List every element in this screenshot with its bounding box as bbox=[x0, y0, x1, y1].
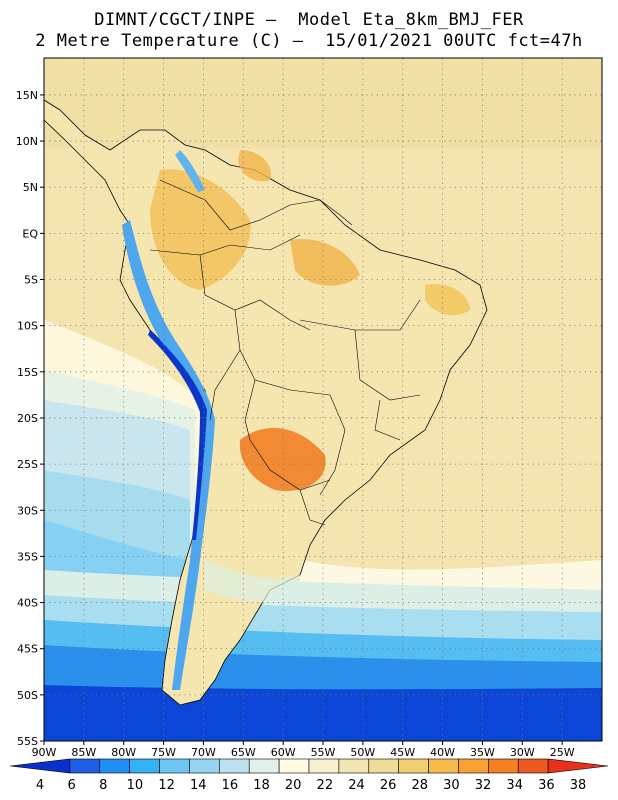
patagonia-cool-strip bbox=[205, 560, 300, 602]
warm-region-northeast bbox=[425, 284, 470, 316]
lat-tick-label: 10N bbox=[16, 135, 38, 148]
colorbar-swatch bbox=[219, 758, 250, 774]
colorbar-swatch bbox=[547, 758, 609, 774]
longitude-axis: 90W 85W 80W 75W 70W 65W 60W 55W 50W 45W 40W 35W 30W 2… bbox=[32, 741, 575, 759]
colorbar-swatch bbox=[99, 758, 130, 774]
colorbar-label: 24 bbox=[348, 778, 365, 793]
colorbar-label: 16 bbox=[222, 778, 239, 793]
lon-tick-label: 35W bbox=[470, 746, 495, 759]
latitude-axis: 15N 10N 5N EQ 5S 10S 15S 20S 25S 30S 35S 40S 45S 50S 5… bbox=[16, 89, 44, 748]
colorbar-label: 12 bbox=[158, 778, 175, 793]
lon-tick-label: 55W bbox=[311, 746, 336, 759]
andes-coldest-core bbox=[148, 330, 207, 540]
colorbar-label: 20 bbox=[285, 778, 302, 793]
colorbar-swatch bbox=[69, 758, 101, 774]
lat-tick-label: 45S bbox=[17, 643, 38, 656]
colorbar-label: 22 bbox=[317, 778, 334, 793]
andes-cold-ridge bbox=[122, 220, 215, 690]
colorbar-label: 36 bbox=[538, 778, 555, 793]
colorbar-swatch bbox=[458, 758, 489, 774]
ocean-north-field bbox=[44, 58, 602, 148]
colorbar-swatch bbox=[368, 758, 399, 774]
warm-region-amazon-east bbox=[290, 239, 360, 286]
lat-tick-label: 15N bbox=[16, 89, 38, 102]
lat-tick-label: 10S bbox=[17, 320, 38, 333]
colorbar-swatch bbox=[278, 758, 310, 774]
colorbar-label: 28 bbox=[411, 778, 428, 793]
colorbar-label: 26 bbox=[380, 778, 397, 793]
lon-tick-label: 75W bbox=[151, 746, 176, 759]
country-borders bbox=[149, 179, 421, 526]
lon-tick-label: 90W bbox=[32, 746, 57, 759]
colorbar-swatch bbox=[9, 758, 71, 774]
lat-tick-label: 30S bbox=[17, 504, 38, 517]
colorbar-swatch bbox=[129, 758, 160, 774]
warm-region-paraguay bbox=[239, 428, 326, 491]
lon-tick-label: 70W bbox=[191, 746, 216, 759]
colorbar-label: 14 bbox=[190, 778, 207, 793]
colorbar-label: 8 bbox=[99, 778, 107, 793]
chart-title-line-2: 2 Metre Temperature (C) – 15/01/2021 00U… bbox=[35, 31, 583, 51]
colorbar-label: 6 bbox=[68, 778, 76, 793]
warm-region-venezuela bbox=[238, 150, 271, 182]
lat-tick-label: 50S bbox=[17, 689, 38, 702]
chart-title-line-1: DIMNT/CGCT/INPE – Model Eta_8km_BMJ_FER bbox=[94, 10, 524, 30]
lon-tick-label: 65W bbox=[231, 746, 256, 759]
colorbar-label: 34 bbox=[506, 778, 523, 793]
lat-tick-label: 55S bbox=[17, 735, 38, 748]
lat-tick-label: 40S bbox=[17, 597, 38, 610]
lat-tick-label: EQ bbox=[22, 227, 38, 240]
colorbar-swatch bbox=[428, 758, 459, 774]
colorbar-swatch bbox=[398, 758, 429, 774]
lon-tick-label: 80W bbox=[111, 746, 136, 759]
lat-tick-label: 20S bbox=[17, 412, 38, 425]
lon-tick-label: 30W bbox=[510, 746, 535, 759]
colorbar-swatch bbox=[248, 758, 280, 774]
colorbar-swatch bbox=[159, 758, 190, 774]
lon-tick-label: 25W bbox=[550, 746, 575, 759]
lon-tick-label: 85W bbox=[71, 746, 96, 759]
colorbar-label: 4 bbox=[36, 778, 44, 793]
colorbar-label: 32 bbox=[475, 778, 492, 793]
colorbar-swatch bbox=[338, 758, 370, 774]
lon-tick-label: 45W bbox=[390, 746, 415, 759]
colorbar-label: 38 bbox=[570, 778, 587, 793]
lat-tick-label: 5S bbox=[24, 274, 38, 287]
map-area bbox=[44, 58, 602, 741]
lat-tick-label: 15S bbox=[17, 366, 38, 379]
lon-tick-label: 50W bbox=[350, 746, 375, 759]
colorbar-swatch bbox=[189, 758, 220, 774]
lat-tick-label: 5N bbox=[23, 181, 38, 194]
lat-tick-label: 25S bbox=[17, 458, 38, 471]
colorbar-swatch bbox=[517, 758, 549, 774]
colorbar-label: 10 bbox=[127, 778, 144, 793]
colorbar-label: 18 bbox=[253, 778, 270, 793]
colorbar-label: 30 bbox=[443, 778, 460, 793]
colorbar-swatch bbox=[488, 758, 519, 774]
lat-tick-label: 35S bbox=[17, 550, 38, 563]
colorbar-swatch bbox=[308, 758, 340, 774]
lon-tick-label: 60W bbox=[271, 746, 296, 759]
temperature-colorbar: 4 6 8 10 12 14 16 18 20 22 24 26 28 30 32 34 36 38 bbox=[9, 758, 609, 793]
lon-tick-label: 40W bbox=[430, 746, 455, 759]
warm-region-amazon-west bbox=[150, 169, 251, 290]
andes-colombia-cold bbox=[175, 150, 205, 192]
